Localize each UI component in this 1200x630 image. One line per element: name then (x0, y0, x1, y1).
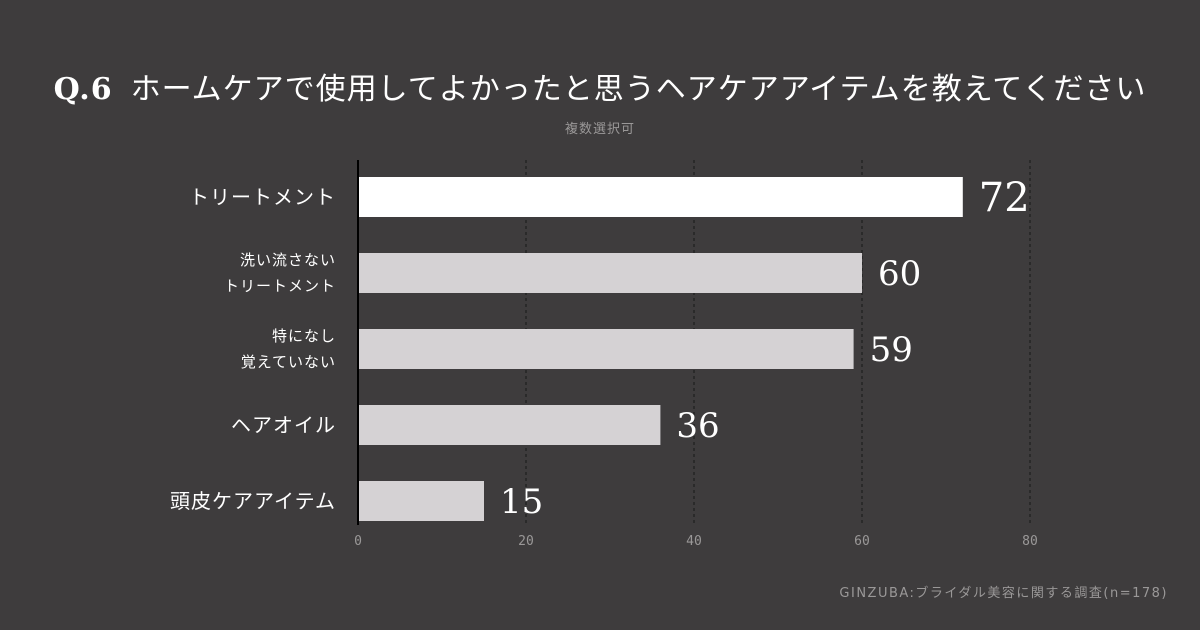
category-label: トリートメント (224, 277, 336, 295)
category-label: トリートメント (189, 185, 336, 209)
value-label: 15 (500, 482, 543, 522)
value-label: 59 (870, 330, 913, 370)
category-label: 特になし (272, 327, 336, 345)
question-number: Q.6 (53, 72, 113, 107)
value-labels: 72 60 59 36 15 (500, 175, 1030, 522)
x-tick-label: 40 (686, 534, 702, 549)
category-label: 洗い流さない (240, 251, 336, 269)
category-label: 覚えていない (241, 353, 336, 371)
x-tick-label: 0 (354, 534, 362, 549)
value-label: 72 (979, 175, 1030, 221)
source-note: GINZUBA:ブライダル美容に関する調査(n=178) (839, 586, 1168, 601)
value-label: 60 (878, 254, 921, 294)
bar (358, 329, 854, 369)
category-labels: トリートメント洗い流さないトリートメント特になし覚えていないヘアオイル頭皮ケアア… (170, 185, 336, 513)
bar (358, 253, 862, 293)
bar (358, 177, 963, 217)
chart-subtitle: 複数選択可 (564, 122, 635, 137)
question-text: ホームケアで使用してよかったと思うヘアケアアイテムを教えてください (130, 72, 1147, 107)
bars (358, 177, 963, 521)
category-label: 頭皮ケアアイテム (170, 489, 336, 513)
x-tick-label: 80 (1022, 534, 1038, 549)
x-tick-label: 60 (854, 534, 870, 549)
category-label: ヘアオイル (231, 413, 336, 437)
value-label: 36 (676, 406, 719, 446)
x-axis-tick-labels: 0 20 40 60 80 (354, 534, 1038, 549)
chart-title: Q.6 ホームケアで使用してよかったと思うヘアケアアイテムを教えてください (0, 64, 1200, 108)
bar (358, 481, 484, 521)
x-tick-label: 20 (518, 534, 534, 549)
bar (358, 405, 661, 445)
